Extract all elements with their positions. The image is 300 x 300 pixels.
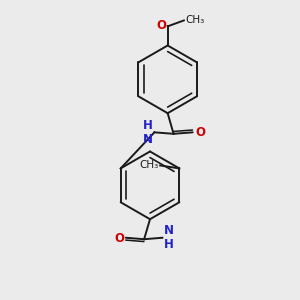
Text: N: N [143, 133, 153, 146]
Text: CH₃: CH₃ [185, 15, 204, 26]
Text: H: H [164, 238, 173, 251]
Text: CH₃: CH₃ [140, 160, 159, 170]
Text: N: N [164, 224, 173, 237]
Text: O: O [195, 126, 205, 140]
Text: H: H [143, 119, 153, 132]
Text: O: O [114, 232, 124, 245]
Text: O: O [156, 19, 166, 32]
